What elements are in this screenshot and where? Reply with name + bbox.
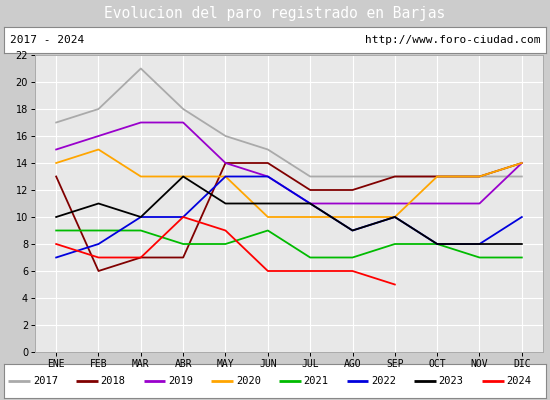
Text: 2017: 2017 (33, 376, 58, 386)
Text: Evolucion del paro registrado en Barjas: Evolucion del paro registrado en Barjas (104, 6, 446, 21)
Text: 2024: 2024 (507, 376, 531, 386)
Text: 2020: 2020 (236, 376, 261, 386)
Text: 2023: 2023 (439, 376, 464, 386)
Text: 2022: 2022 (371, 376, 396, 386)
Text: 2017 - 2024: 2017 - 2024 (10, 35, 84, 45)
Text: 2018: 2018 (101, 376, 125, 386)
Text: http://www.foro-ciudad.com: http://www.foro-ciudad.com (365, 35, 540, 45)
Text: 2021: 2021 (304, 376, 328, 386)
Text: 2019: 2019 (168, 376, 193, 386)
